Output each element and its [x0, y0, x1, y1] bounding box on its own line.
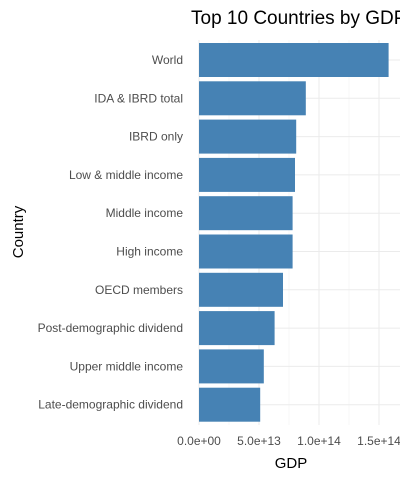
- bar: [199, 311, 275, 346]
- category-label: IDA & IBRD total: [94, 91, 183, 105]
- category-label: IBRD only: [129, 130, 183, 144]
- x-tick-labels: 0.0e+00 5.0e+13 1.0e+14 1.5e+14: [177, 434, 400, 448]
- y-axis-title: Country: [10, 205, 27, 258]
- bar: [199, 349, 264, 384]
- category-label: OECD members: [95, 283, 183, 297]
- x-tick-label: 1.5e+14: [357, 434, 400, 448]
- category-label: Post-demographic dividend: [38, 321, 183, 335]
- category-label: World: [152, 53, 183, 67]
- x-tick-label: 0.0e+00: [177, 434, 221, 448]
- bar: [199, 119, 297, 154]
- bar: [199, 234, 293, 269]
- bar: [199, 157, 295, 192]
- bar: [199, 387, 261, 422]
- x-tick-label: 5.0e+13: [237, 434, 281, 448]
- bar: [199, 43, 389, 77]
- bar: [199, 196, 293, 231]
- bar: [199, 272, 283, 307]
- bars: [199, 43, 389, 422]
- x-axis-title: GDP: [275, 455, 308, 472]
- category-label: High income: [116, 245, 183, 259]
- category-label: Upper middle income: [70, 359, 184, 373]
- x-tick-label: 1.0e+14: [297, 434, 341, 448]
- chart-title: Top 10 Countries by GDP: [191, 8, 400, 29]
- category-label: Late-demographic dividend: [38, 398, 183, 412]
- category-label: Low & middle income: [69, 168, 183, 182]
- category-label: Middle income: [106, 206, 184, 220]
- category-labels: World IDA & IBRD total IBRD only Low & midd…: [38, 53, 184, 412]
- bar: [199, 81, 306, 116]
